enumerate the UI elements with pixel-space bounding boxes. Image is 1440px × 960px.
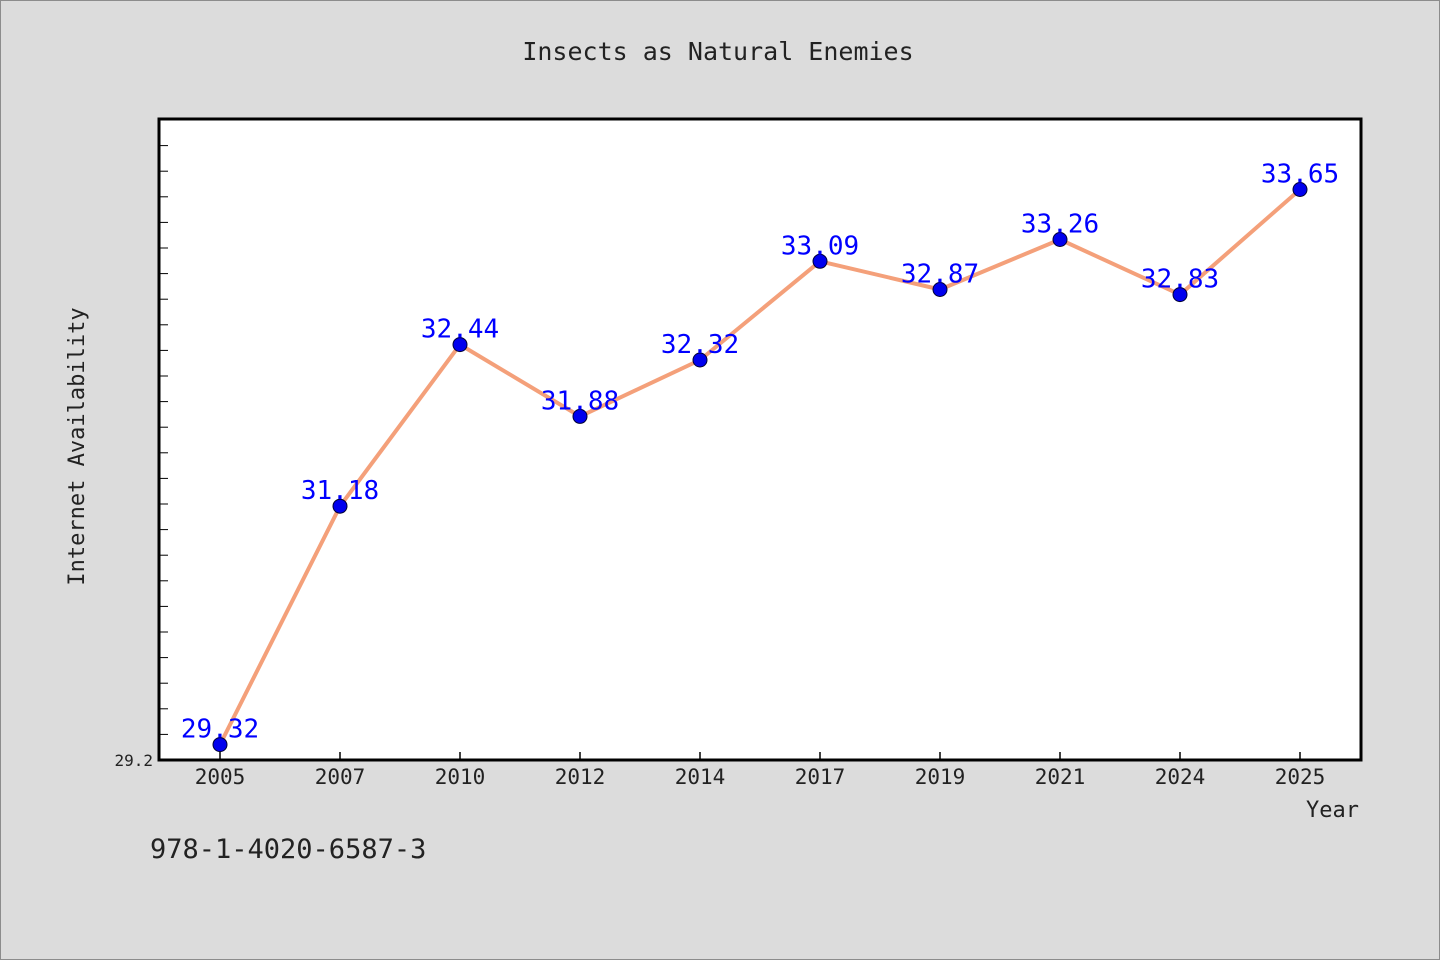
data-point — [1292, 182, 1308, 197]
data-point — [452, 337, 468, 353]
data-label: 32.83 — [1141, 265, 1219, 295]
x-tick-label: 2021 — [1035, 765, 1086, 789]
isbn-text: 978-1-4020-6587-3 — [150, 834, 427, 865]
data-label: 31.18 — [301, 476, 379, 506]
plot-area — [159, 119, 1361, 760]
x-axis-ticks: 2005 2007 2010 2012 2014 2017 2019 2021 2024 2025 — [195, 752, 1326, 789]
x-tick-label: 2024 — [1155, 765, 1206, 789]
data-label: 33.26 — [1021, 210, 1099, 240]
plot-border — [157, 117, 1363, 762]
data-point — [1052, 232, 1068, 247]
x-tick-label: 2017 — [795, 765, 846, 789]
data-label: 33.65 — [1261, 160, 1339, 190]
series-line — [218, 187, 1302, 747]
x-tick-label: 2014 — [675, 765, 726, 789]
y-axis-label: Internet Availability — [65, 307, 90, 585]
data-label: 29.32 — [181, 715, 259, 745]
x-tick-label: 2012 — [555, 765, 606, 789]
data-label: 31.88 — [541, 386, 619, 416]
data-label: 32.44 — [421, 315, 499, 345]
x-tick-label: 2025 — [1275, 765, 1326, 789]
data-point — [812, 253, 828, 269]
data-label: 32.32 — [661, 330, 739, 360]
data-point — [212, 737, 228, 753]
chart-title: Insects as Natural Enemies — [522, 37, 913, 66]
x-tick-label: 2007 — [315, 765, 366, 789]
x-tick-label: 2005 — [195, 765, 246, 789]
series-layer: 29.32 31.18 32.44 31.88 32.32 33.09 32.87 33.26… — [181, 160, 1339, 753]
data-point — [572, 408, 588, 424]
data-point — [1172, 287, 1188, 303]
x-tick-label: 2019 — [915, 765, 966, 789]
x-tick-label: 2010 — [435, 765, 486, 789]
x-axis-label: Year — [1306, 798, 1359, 823]
data-label: 33.09 — [781, 231, 859, 261]
data-point — [932, 282, 948, 297]
y-tick-label: 29.2 — [114, 751, 153, 770]
data-label: 32.87 — [901, 260, 979, 290]
data-point — [332, 498, 348, 514]
data-point — [692, 352, 708, 368]
y-axis-label-group: Internet Availability — [65, 307, 90, 585]
